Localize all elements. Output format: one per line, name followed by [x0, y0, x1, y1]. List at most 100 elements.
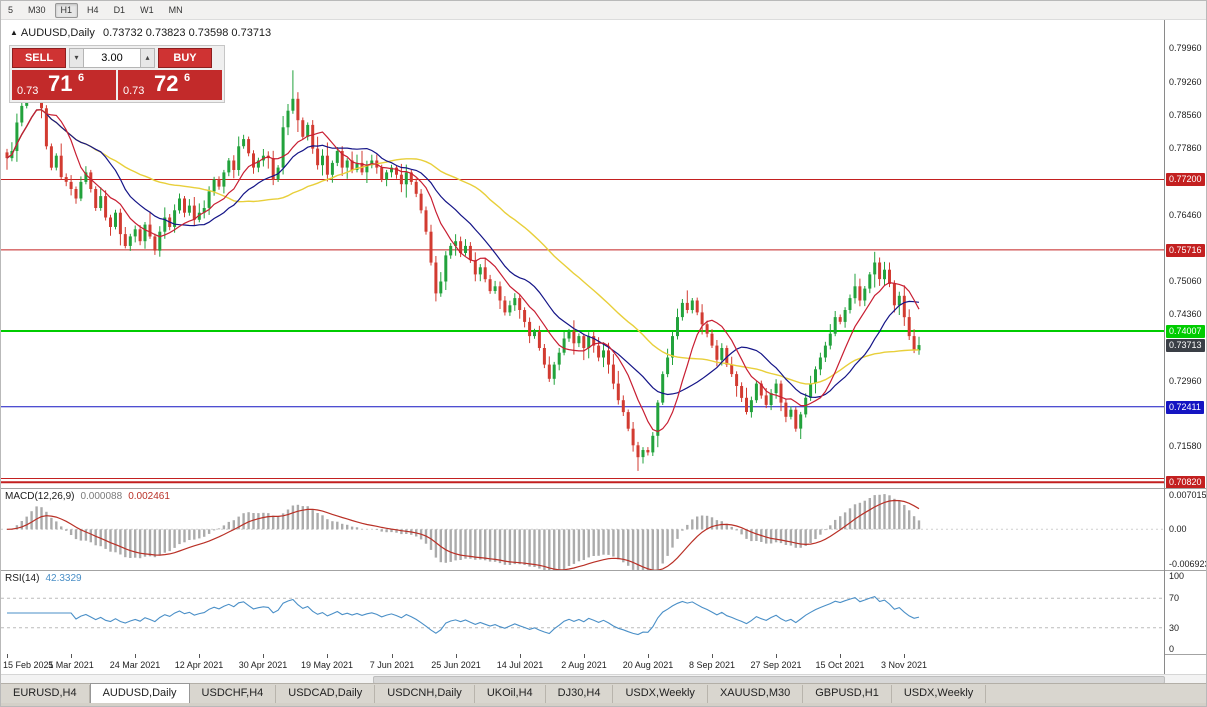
date-label: 7 Jun 2021	[369, 660, 415, 670]
chart-tab-xauusd-m30[interactable]: XAUUSD,M30	[708, 685, 804, 703]
panel-splitter-rsi[interactable]	[1, 570, 1206, 571]
chart-horizontal-scrollbar[interactable]	[1, 674, 1206, 684]
panel-splitter-macd[interactable]	[1, 488, 1206, 489]
price-axis-tick: 0.76460	[1169, 210, 1202, 220]
chart-tab-eurusd-h4[interactable]: EURUSD,H4	[1, 685, 90, 703]
timeframe-button-h4[interactable]: H4	[87, 4, 99, 15]
bottom-strip	[1, 703, 1206, 706]
date-axis-tick	[712, 654, 713, 658]
date-label: 15 Oct 2021	[815, 660, 865, 670]
price-axis-tick: 0.74360	[1169, 309, 1202, 319]
one-click-trading-panel: SELL ▾ ▴ BUY 0.73 71 6 0.73 72 6	[9, 45, 225, 103]
buy-quote[interactable]: 0.73 72 6	[118, 70, 222, 100]
current-price-label: 0.73713	[1166, 339, 1205, 352]
rsi-axis-tick: 70	[1169, 593, 1180, 604]
rsi-chart-canvas[interactable]	[1, 570, 1164, 654]
price-axis-tick: 0.71580	[1169, 441, 1202, 451]
chart-tab-audusd-daily[interactable]: AUDUSD,Daily	[89, 683, 190, 703]
timeframe-button-m30[interactable]: M30	[28, 4, 46, 15]
timeframe-button-5[interactable]: 5	[8, 4, 14, 15]
macd-main-value: 0.000088	[80, 491, 123, 502]
sell-price-big: 71	[48, 71, 73, 96]
date-label: 27 Sep 2021	[750, 660, 802, 670]
date-label: 3 Nov 2021	[880, 660, 928, 670]
date-label: 8 Sep 2021	[688, 660, 736, 670]
chart-tab-ukoil-h4[interactable]: UKOil,H4	[475, 685, 546, 703]
chart-ohlc-values: 0.73732 0.73823 0.73598 0.73713	[102, 27, 272, 39]
rsi-axis-tick: 100	[1169, 571, 1185, 581]
chart-tab-usdchf-h4[interactable]: USDCHF,H4	[190, 685, 277, 703]
price-axis-tick: 0.78560	[1169, 110, 1202, 120]
volume-input[interactable]	[84, 48, 140, 68]
chart-tab-usdcnh-daily[interactable]: USDCNH,Daily	[375, 685, 475, 703]
chart-tab-bar: EURUSD,H4 AUDUSD,Daily USDCHF,H4 USDCAD,Dai…	[1, 683, 1206, 703]
chart-tab-usdx-weekly[interactable]: USDX,Weekly	[613, 685, 708, 703]
date-label: 15 Feb 2021	[3, 660, 54, 670]
buy-button[interactable]: BUY	[158, 48, 212, 68]
date-label: 20 Aug 2021	[622, 660, 674, 670]
sell-price-prefix: 0.73	[17, 85, 39, 97]
macd-axis: 0.007015 0.00 -0.006923	[1165, 488, 1207, 570]
price-level-label: 0.77200	[1166, 173, 1205, 186]
date-axis: 15 Feb 2021 5 Mar 2021 24 Mar 2021 12 Apr 2…	[1, 654, 1164, 674]
timeframe-button-d1[interactable]: D1	[113, 4, 126, 15]
date-axis-tick	[327, 654, 328, 658]
rsi-header: RSI(14) 42.3329	[5, 573, 82, 584]
buy-price-pipette: 6	[184, 72, 191, 84]
volume-up-button[interactable]: ▴	[140, 48, 155, 68]
date-axis-tick	[135, 654, 136, 658]
macd-title: MACD(12,26,9)	[5, 491, 75, 502]
date-label: 12 Apr 2021	[174, 660, 224, 670]
date-label: 30 Apr 2021	[238, 660, 288, 670]
date-axis-tick	[840, 654, 841, 658]
rsi-value: 42.3329	[45, 573, 82, 584]
price-level-label: 0.75716	[1166, 244, 1205, 257]
trade-controls-row: SELL ▾ ▴ BUY	[12, 48, 222, 68]
date-axis-tick	[776, 654, 777, 658]
quote-row: 0.73 71 6 0.73 72 6	[12, 70, 222, 100]
date-axis-tick	[392, 654, 393, 658]
macd-header: MACD(12,26,9) 0.000088 0.002461	[5, 491, 170, 502]
timeframe-button-h1[interactable]: H1	[54, 2, 79, 18]
macd-indicator-panel[interactable]	[1, 488, 1164, 570]
date-axis-tick	[71, 654, 72, 658]
chart-tab-usdx-weekly[interactable]: USDX,Weekly	[892, 685, 987, 703]
price-axis-tick: 0.75060	[1169, 276, 1202, 286]
timeframe-button-group: 5 M30 H1 H4 D1 W1 MN	[2, 2, 192, 18]
price-level-label: 0.74007	[1166, 325, 1205, 338]
date-axis-tick	[456, 654, 457, 658]
rsi-title: RSI(14)	[5, 573, 40, 584]
chart-tab-dj30-h4[interactable]: DJ30,H4	[546, 685, 614, 703]
date-axis-tick	[7, 654, 8, 658]
price-axis-tick: 0.79960	[1169, 43, 1202, 53]
sell-quote[interactable]: 0.73 71 6	[12, 70, 116, 100]
price-axis-tick: 0.77860	[1169, 143, 1202, 153]
date-axis-tick	[904, 654, 905, 658]
price-level-label: 0.70820	[1166, 476, 1205, 489]
date-label: 5 Mar 2021	[48, 660, 94, 670]
symbol-arrow-icon: ▲	[10, 28, 18, 37]
macd-signal-value: 0.002461	[128, 491, 170, 502]
chart-tab-gbpusd-h1[interactable]: GBPUSD,H1	[803, 685, 892, 703]
chart-symbol: AUDUSD,Daily	[20, 27, 95, 39]
date-label: 19 May 2021	[300, 660, 354, 670]
date-label: 14 Jul 2021	[496, 660, 544, 670]
timeframe-button-mn[interactable]: MN	[168, 4, 183, 15]
volume-down-button[interactable]: ▾	[69, 48, 84, 68]
price-axis-tick: 0.72960	[1169, 376, 1202, 386]
candlestick-chart-canvas[interactable]	[1, 20, 1164, 488]
price-axis-tick: 0.79260	[1169, 77, 1202, 87]
date-axis-tick	[199, 654, 200, 658]
timeframe-toolbar: 5 M30 H1 H4 D1 W1 MN	[1, 1, 1206, 20]
date-label: 2 Aug 2021	[561, 660, 607, 670]
macd-axis-tick: 0.00	[1169, 524, 1187, 535]
chart-tab-usdcad-daily[interactable]: USDCAD,Daily	[276, 685, 376, 703]
timeframe-button-w1[interactable]: W1	[140, 4, 154, 15]
rsi-indicator-panel[interactable]	[1, 570, 1164, 654]
sell-button[interactable]: SELL	[12, 48, 66, 68]
buy-price-prefix: 0.73	[123, 85, 145, 97]
sell-price-pipette: 6	[78, 72, 85, 84]
macd-chart-canvas[interactable]	[1, 488, 1164, 570]
macd-axis-tick: -0.006923	[1169, 559, 1207, 569]
